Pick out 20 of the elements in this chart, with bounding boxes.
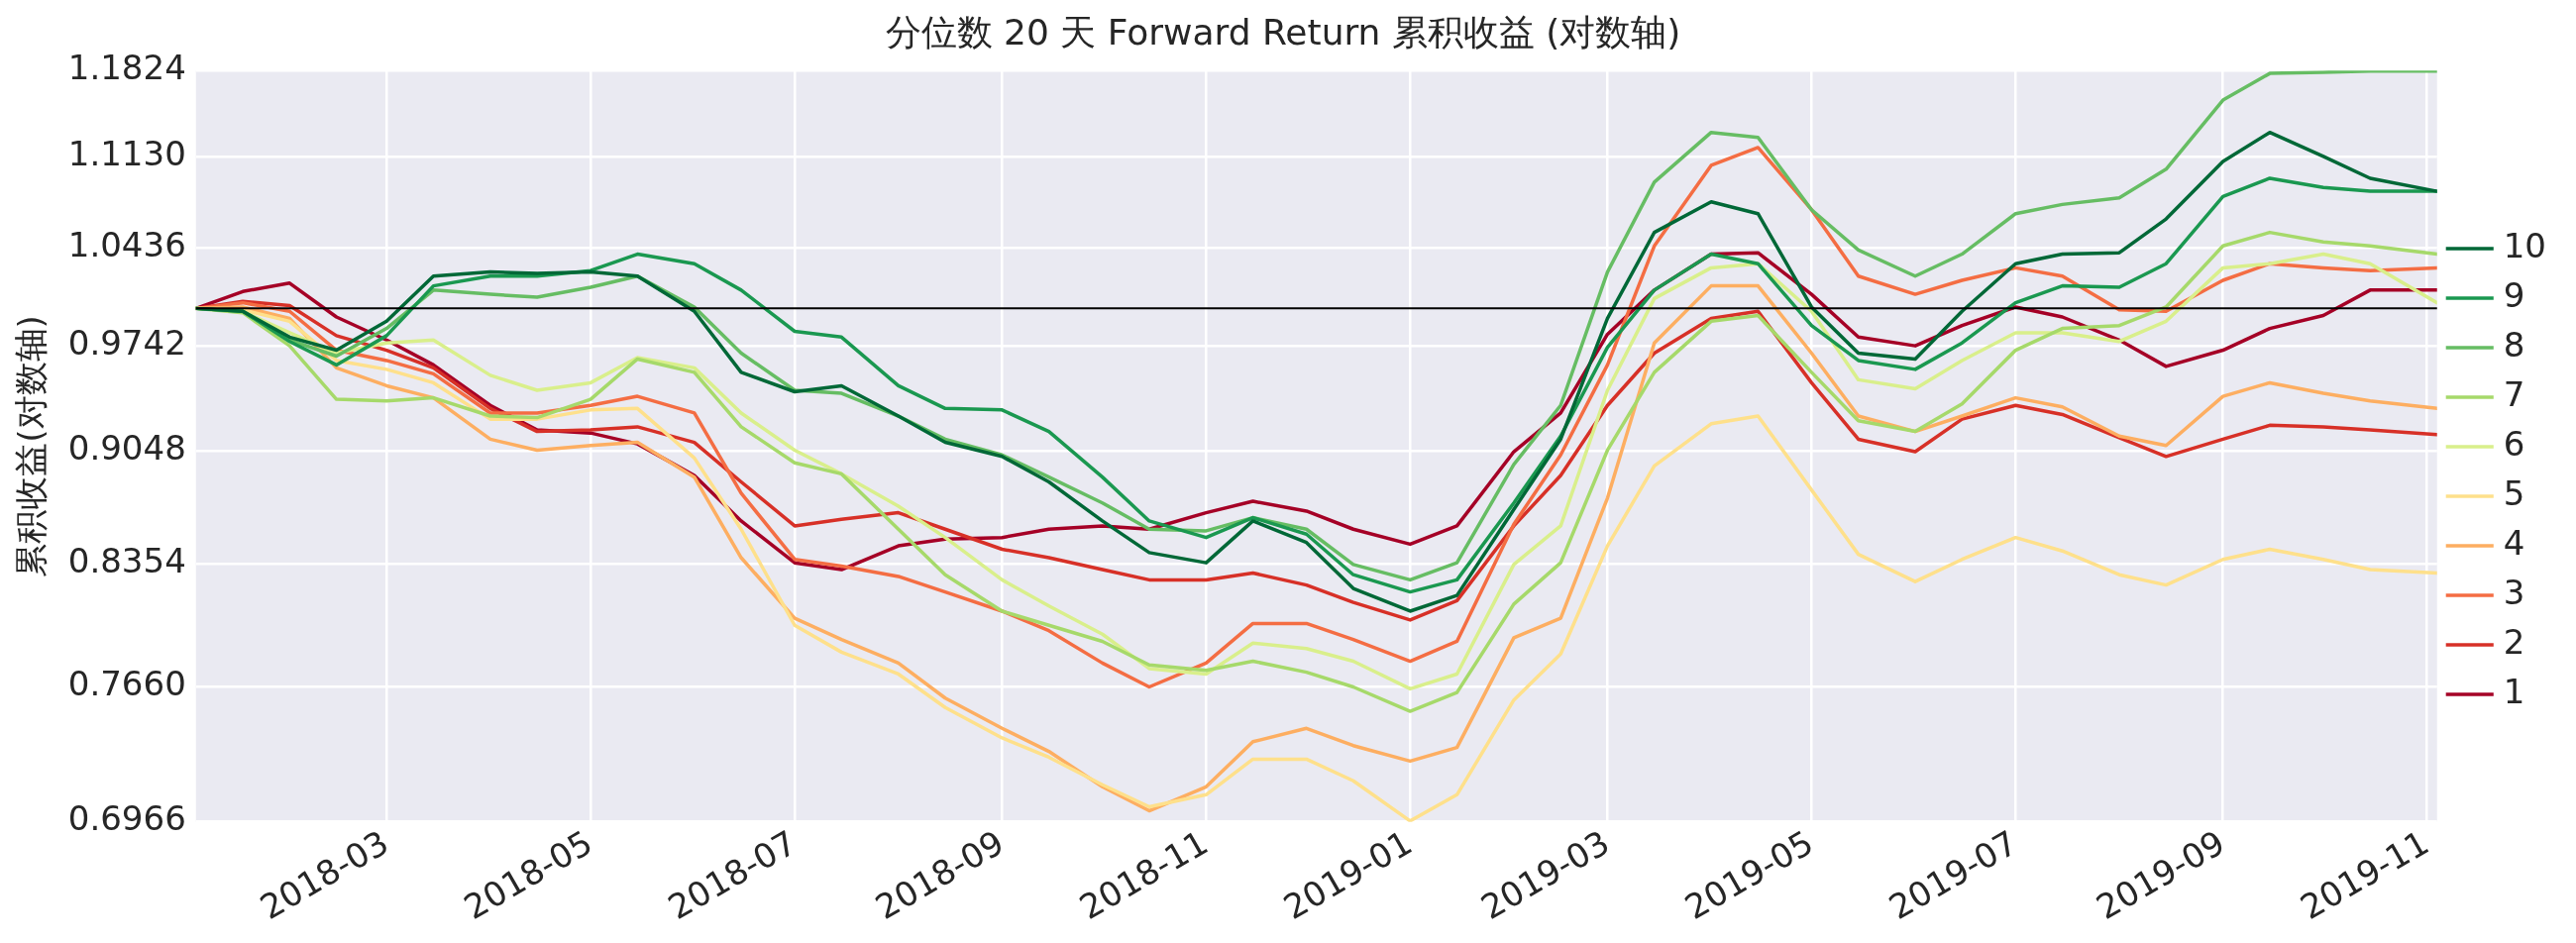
y-tick-label: 0.9048	[67, 427, 186, 468]
y-tick-label: 1.1130	[67, 133, 186, 173]
y-tick-label: 1.1824	[67, 48, 186, 88]
y-tick-label: 0.7660	[67, 664, 186, 704]
y-tick-label: 1.0436	[67, 225, 186, 265]
legend-label: 3	[2503, 572, 2525, 612]
legend-label: 1	[2503, 671, 2525, 711]
legend-label: 2	[2503, 621, 2525, 662]
y-tick-label: 0.6966	[67, 798, 186, 839]
legend-label: 10	[2503, 225, 2546, 265]
y-axis-title: 累积收益(对数轴)	[11, 315, 52, 577]
chart-title: 分位数 20 天 Forward Return 累积收益 (对数轴)	[885, 11, 1681, 52]
legend-label: 7	[2503, 373, 2525, 414]
legend-label: 9	[2503, 274, 2525, 315]
y-tick-label: 0.8354	[67, 541, 186, 580]
legend-label: 6	[2503, 423, 2525, 464]
legend-label: 4	[2503, 522, 2525, 563]
y-tick-label: 0.9742	[67, 322, 186, 363]
legend-label: 5	[2503, 472, 2525, 513]
legend-label: 8	[2503, 324, 2525, 365]
